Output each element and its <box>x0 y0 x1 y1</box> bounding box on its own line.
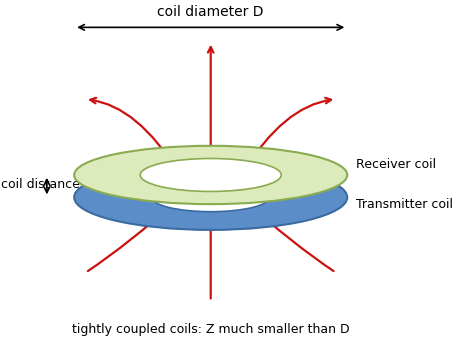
Ellipse shape <box>74 146 347 204</box>
Text: tightly coupled coils: Z much smaller than D: tightly coupled coils: Z much smaller th… <box>72 323 349 336</box>
Ellipse shape <box>152 183 270 212</box>
FancyArrowPatch shape <box>243 199 334 271</box>
Text: coil diameter D: coil diameter D <box>157 5 264 19</box>
Ellipse shape <box>140 158 281 191</box>
FancyArrowPatch shape <box>243 98 331 173</box>
Text: Transmitter coil: Transmitter coil <box>356 198 453 211</box>
FancyArrowPatch shape <box>91 98 179 173</box>
Text: Receiver coil: Receiver coil <box>356 158 437 171</box>
Text: coil distance Z: coil distance Z <box>1 178 93 191</box>
FancyArrowPatch shape <box>208 47 213 172</box>
FancyArrowPatch shape <box>88 199 179 271</box>
Ellipse shape <box>74 165 347 230</box>
